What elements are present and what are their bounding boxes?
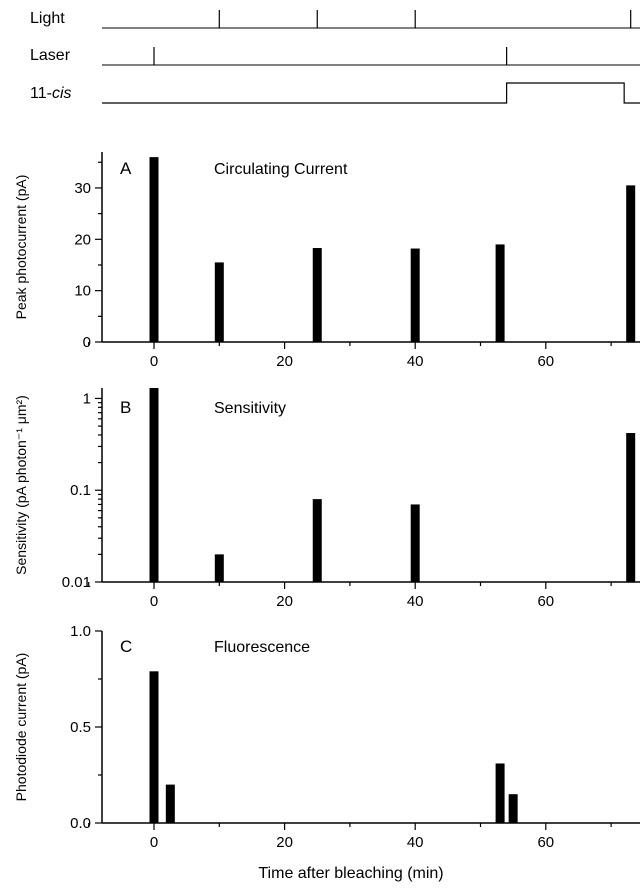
- trace-3: 11-cis: [30, 82, 640, 104]
- trace-label: Laser: [30, 47, 71, 64]
- bar: [508, 794, 518, 823]
- y-axis-label: Sensitivity (pA photon⁻¹ μm²): [13, 395, 29, 575]
- bar: [410, 504, 420, 582]
- bar: [214, 554, 224, 582]
- timing-traces: Light Laser 11-cis: [30, 10, 640, 104]
- bar: [312, 248, 322, 342]
- x-tick-label: 60: [537, 353, 554, 370]
- y-tick-label: 20: [74, 231, 91, 248]
- bar: [626, 185, 636, 342]
- x-tick-label: 20: [276, 353, 293, 370]
- y-tick-label: 0: [83, 334, 91, 351]
- trace-2: Laser: [30, 47, 640, 66]
- panel-title: Sensitivity: [214, 400, 286, 417]
- y-tick-label: 0.0: [70, 815, 91, 832]
- x-tick-label: 0: [150, 593, 158, 610]
- trace-label: 11-cis: [30, 85, 72, 102]
- bar: [149, 157, 159, 342]
- panel-title: Circulating Current: [214, 161, 348, 178]
- bar: [495, 763, 505, 823]
- x-tick-label: 40: [407, 834, 424, 851]
- bar: [149, 388, 159, 582]
- y-tick-label: 0.1: [70, 482, 91, 499]
- panel-a: 0204060800102030Peak photocurrent (pA)AC…: [13, 152, 640, 370]
- bar: [312, 499, 322, 582]
- y-axis-label: Photodiode current (pA): [13, 653, 29, 802]
- bar: [149, 671, 159, 823]
- x-tick-label: 60: [537, 834, 554, 851]
- x-tick-label: 0: [150, 353, 158, 370]
- bar: [165, 784, 175, 823]
- trace-label-italic: cis: [52, 85, 72, 102]
- y-tick-label: 0.5: [70, 719, 91, 736]
- bar: [214, 262, 224, 342]
- y-axis-label: Peak photocurrent (pA): [13, 175, 29, 320]
- x-tick-label: 20: [276, 593, 293, 610]
- y-tick-label: 30: [74, 180, 91, 197]
- y-tick-label: 0.01: [62, 574, 91, 591]
- panel-letter: A: [120, 159, 132, 178]
- y-tick-label: 10: [74, 283, 91, 300]
- chart-panels: 0204060800102030Peak photocurrent (pA)AC…: [13, 152, 640, 882]
- x-tick-label: 60: [537, 593, 554, 610]
- bar: [626, 433, 636, 582]
- x-axis-label: Time after bleaching (min): [258, 865, 443, 882]
- x-tick-label: 0: [150, 834, 158, 851]
- y-tick-label: 1: [83, 390, 91, 407]
- trace-1: Light: [30, 10, 640, 29]
- trace-step: [102, 82, 640, 104]
- x-tick-label: 40: [407, 593, 424, 610]
- panel-title: Fluorescence: [214, 639, 310, 656]
- y-tick-label: 1.0: [70, 623, 91, 640]
- bar: [410, 248, 420, 342]
- trace-label: Light: [30, 10, 65, 27]
- panel-letter: C: [120, 637, 132, 656]
- x-tick-label: 40: [407, 353, 424, 370]
- bar: [495, 244, 505, 342]
- x-tick-label: 20: [276, 834, 293, 851]
- panel-letter: B: [120, 398, 131, 417]
